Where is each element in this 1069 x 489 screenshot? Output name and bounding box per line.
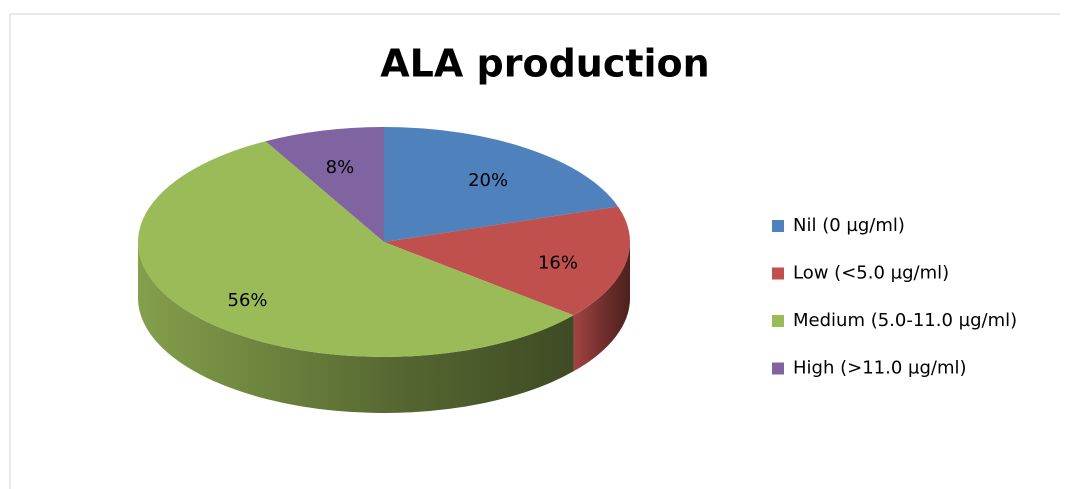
legend-swatch — [772, 220, 784, 232]
legend-swatch — [772, 315, 784, 327]
data-label: 56% — [228, 290, 268, 311]
pie-slice — [384, 127, 618, 242]
data-label: 16% — [538, 253, 578, 274]
pie-side-shade — [573, 242, 630, 372]
data-label: 20% — [468, 170, 508, 191]
data-label: 8% — [326, 157, 355, 178]
legend-label: Medium (5.0-11.0 µg/ml) — [793, 310, 1017, 331]
legend-label: Low (<5.0 µg/ml) — [793, 263, 949, 284]
chart-title: ALA production — [380, 42, 709, 86]
legend-label: High (>11.0 µg/ml) — [793, 358, 967, 379]
pie-slice — [384, 206, 630, 316]
pie-side-shade — [138, 242, 574, 413]
legend-swatch — [772, 362, 784, 375]
legend-label: Nil (0 µg/ml) — [793, 215, 905, 236]
pie-slice — [265, 127, 384, 242]
pie-slice — [138, 141, 574, 357]
legend-swatch — [772, 267, 784, 280]
